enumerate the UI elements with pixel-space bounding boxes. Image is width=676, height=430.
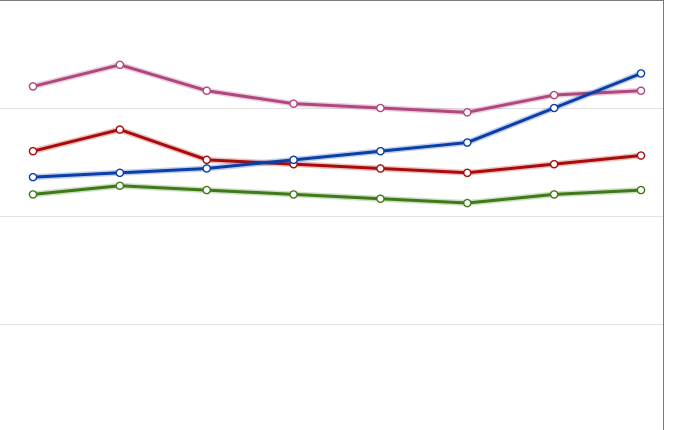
series-2-point (549, 159, 559, 169)
series-1-point (28, 82, 38, 91)
series-4-point (202, 185, 212, 195)
series-3-point (202, 164, 212, 173)
series-4 (28, 181, 646, 208)
series-2-point (115, 125, 125, 134)
series-3-point (28, 172, 38, 182)
series-4-point (636, 185, 646, 195)
series-3-line (31, 71, 643, 179)
series-3-point (462, 138, 472, 147)
series-4-point (462, 198, 472, 208)
series-1-point (462, 108, 472, 117)
series-1-point (289, 99, 298, 108)
series-2-point (376, 164, 385, 173)
series-group (28, 60, 646, 208)
series-1-point (636, 86, 646, 96)
series-3 (28, 69, 646, 182)
series-4-point (289, 190, 298, 199)
series-3-point (289, 155, 298, 165)
series-4-point (549, 190, 559, 199)
series-3-point (115, 168, 125, 178)
series-2-point (636, 151, 646, 160)
series-1-point (376, 103, 385, 113)
series-2-point (202, 155, 212, 165)
series-3-line-shadow (30, 70, 644, 181)
series-4-point (28, 190, 38, 199)
series-4-point (115, 181, 125, 191)
series-1 (28, 60, 646, 117)
series-3-point (376, 146, 385, 156)
series-1-point (202, 86, 212, 96)
series-1-line (31, 63, 643, 114)
series-3-point (636, 69, 646, 78)
series-2 (28, 125, 646, 178)
series-4-line (31, 184, 643, 205)
series-3-point (549, 103, 559, 113)
series-2-line (31, 128, 643, 175)
series-1-point (115, 60, 125, 70)
series-2-point (462, 168, 472, 178)
series-2-point (28, 146, 38, 156)
gridlines (0, 108, 663, 325)
series-4-point (376, 194, 385, 204)
series-1-point (549, 90, 559, 100)
